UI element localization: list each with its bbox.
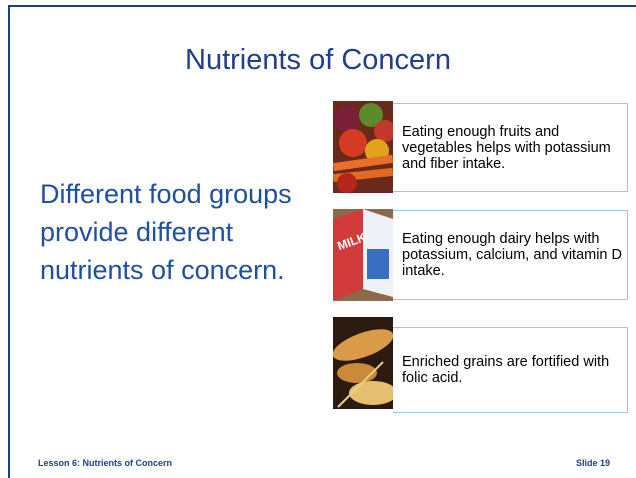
footer-left: Lesson 6: Nutrients of Concern bbox=[38, 458, 172, 468]
info-text: Eating enough dairy helps with potassium… bbox=[393, 231, 624, 279]
slide: Nutrients of Concern Different food grou… bbox=[0, 0, 636, 478]
info-box: Enriched grains are fortified with folic… bbox=[393, 327, 628, 413]
fruit-image bbox=[333, 101, 393, 193]
slide-title: Nutrients of Concern bbox=[0, 44, 636, 77]
info-text: Eating enough fruits and vegetables help… bbox=[393, 124, 624, 172]
grains-image bbox=[333, 317, 393, 409]
info-box: Eating enough dairy helps with potassium… bbox=[393, 210, 628, 300]
footer-right: Slide 19 bbox=[576, 458, 610, 468]
info-box: Eating enough fruits and vegetables help… bbox=[393, 103, 628, 192]
info-text: Enriched grains are fortified with folic… bbox=[393, 354, 624, 386]
body-text: Different food groups provide different … bbox=[40, 175, 298, 289]
dairy-image: MILK bbox=[333, 209, 393, 301]
